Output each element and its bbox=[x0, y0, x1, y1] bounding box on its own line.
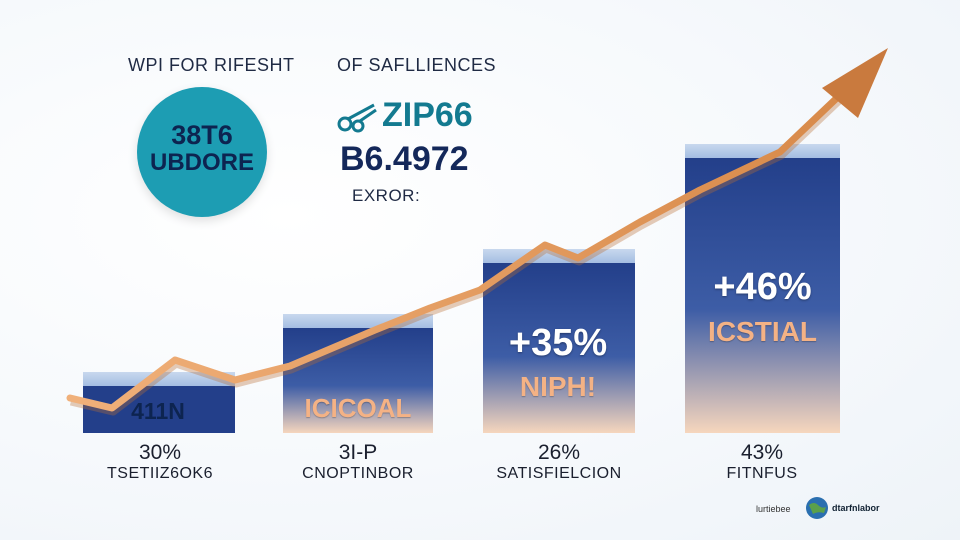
bar-4 bbox=[685, 158, 840, 433]
value-label-3: 26% bbox=[537, 441, 581, 464]
bar-3 bbox=[483, 263, 635, 433]
header-right-title: OF SAFLLIENCES bbox=[337, 55, 497, 75]
stat-value-secondary: B6.4972 bbox=[340, 140, 469, 178]
category-label-2: CNOPTINBOR bbox=[302, 465, 414, 482]
footer-brand-name: dtarfnlabor bbox=[832, 503, 880, 513]
category-label-4: FITNFUS bbox=[726, 465, 798, 482]
scissors-icon bbox=[337, 103, 377, 133]
value-label-1: 30% bbox=[138, 441, 182, 464]
bar-inner-label-1: 411N bbox=[131, 398, 185, 424]
bar-inner-sublabel-4: ICSTIAL bbox=[708, 316, 817, 347]
category-label-1: TSETIIZ6OK6 bbox=[107, 465, 213, 482]
globe-logo-icon bbox=[806, 497, 828, 519]
bar-2 bbox=[283, 328, 433, 433]
footer-brand-small: lurtiebee bbox=[756, 504, 791, 514]
bar-cap-4 bbox=[685, 144, 840, 162]
category-label-3: SATISFIELCION bbox=[496, 465, 622, 482]
badge-line-1: 38T6 bbox=[171, 120, 233, 150]
stat-label: EXROR: bbox=[352, 186, 421, 205]
trend-arrowhead bbox=[822, 48, 888, 118]
bar-cap-1 bbox=[83, 372, 235, 390]
bar-inner-label-3: +35% bbox=[508, 322, 608, 364]
stat-badge: 38T6 UBDORE bbox=[137, 87, 267, 217]
bar-inner-sublabel-3: NIPH! bbox=[519, 371, 597, 402]
badge-line-2: UBDORE bbox=[149, 149, 254, 176]
bar-inner-label-2: ICICOAL bbox=[304, 393, 412, 423]
stat-value-primary: ZIP66 bbox=[382, 96, 473, 134]
trend-line bbox=[66, 91, 844, 412]
value-label-4: 43% bbox=[740, 441, 784, 464]
bar-inner-label-4: +46% bbox=[713, 266, 812, 308]
value-label-2: 3I-P bbox=[338, 441, 378, 464]
header-left-title: WPI FOR RIFESHT bbox=[128, 55, 295, 75]
